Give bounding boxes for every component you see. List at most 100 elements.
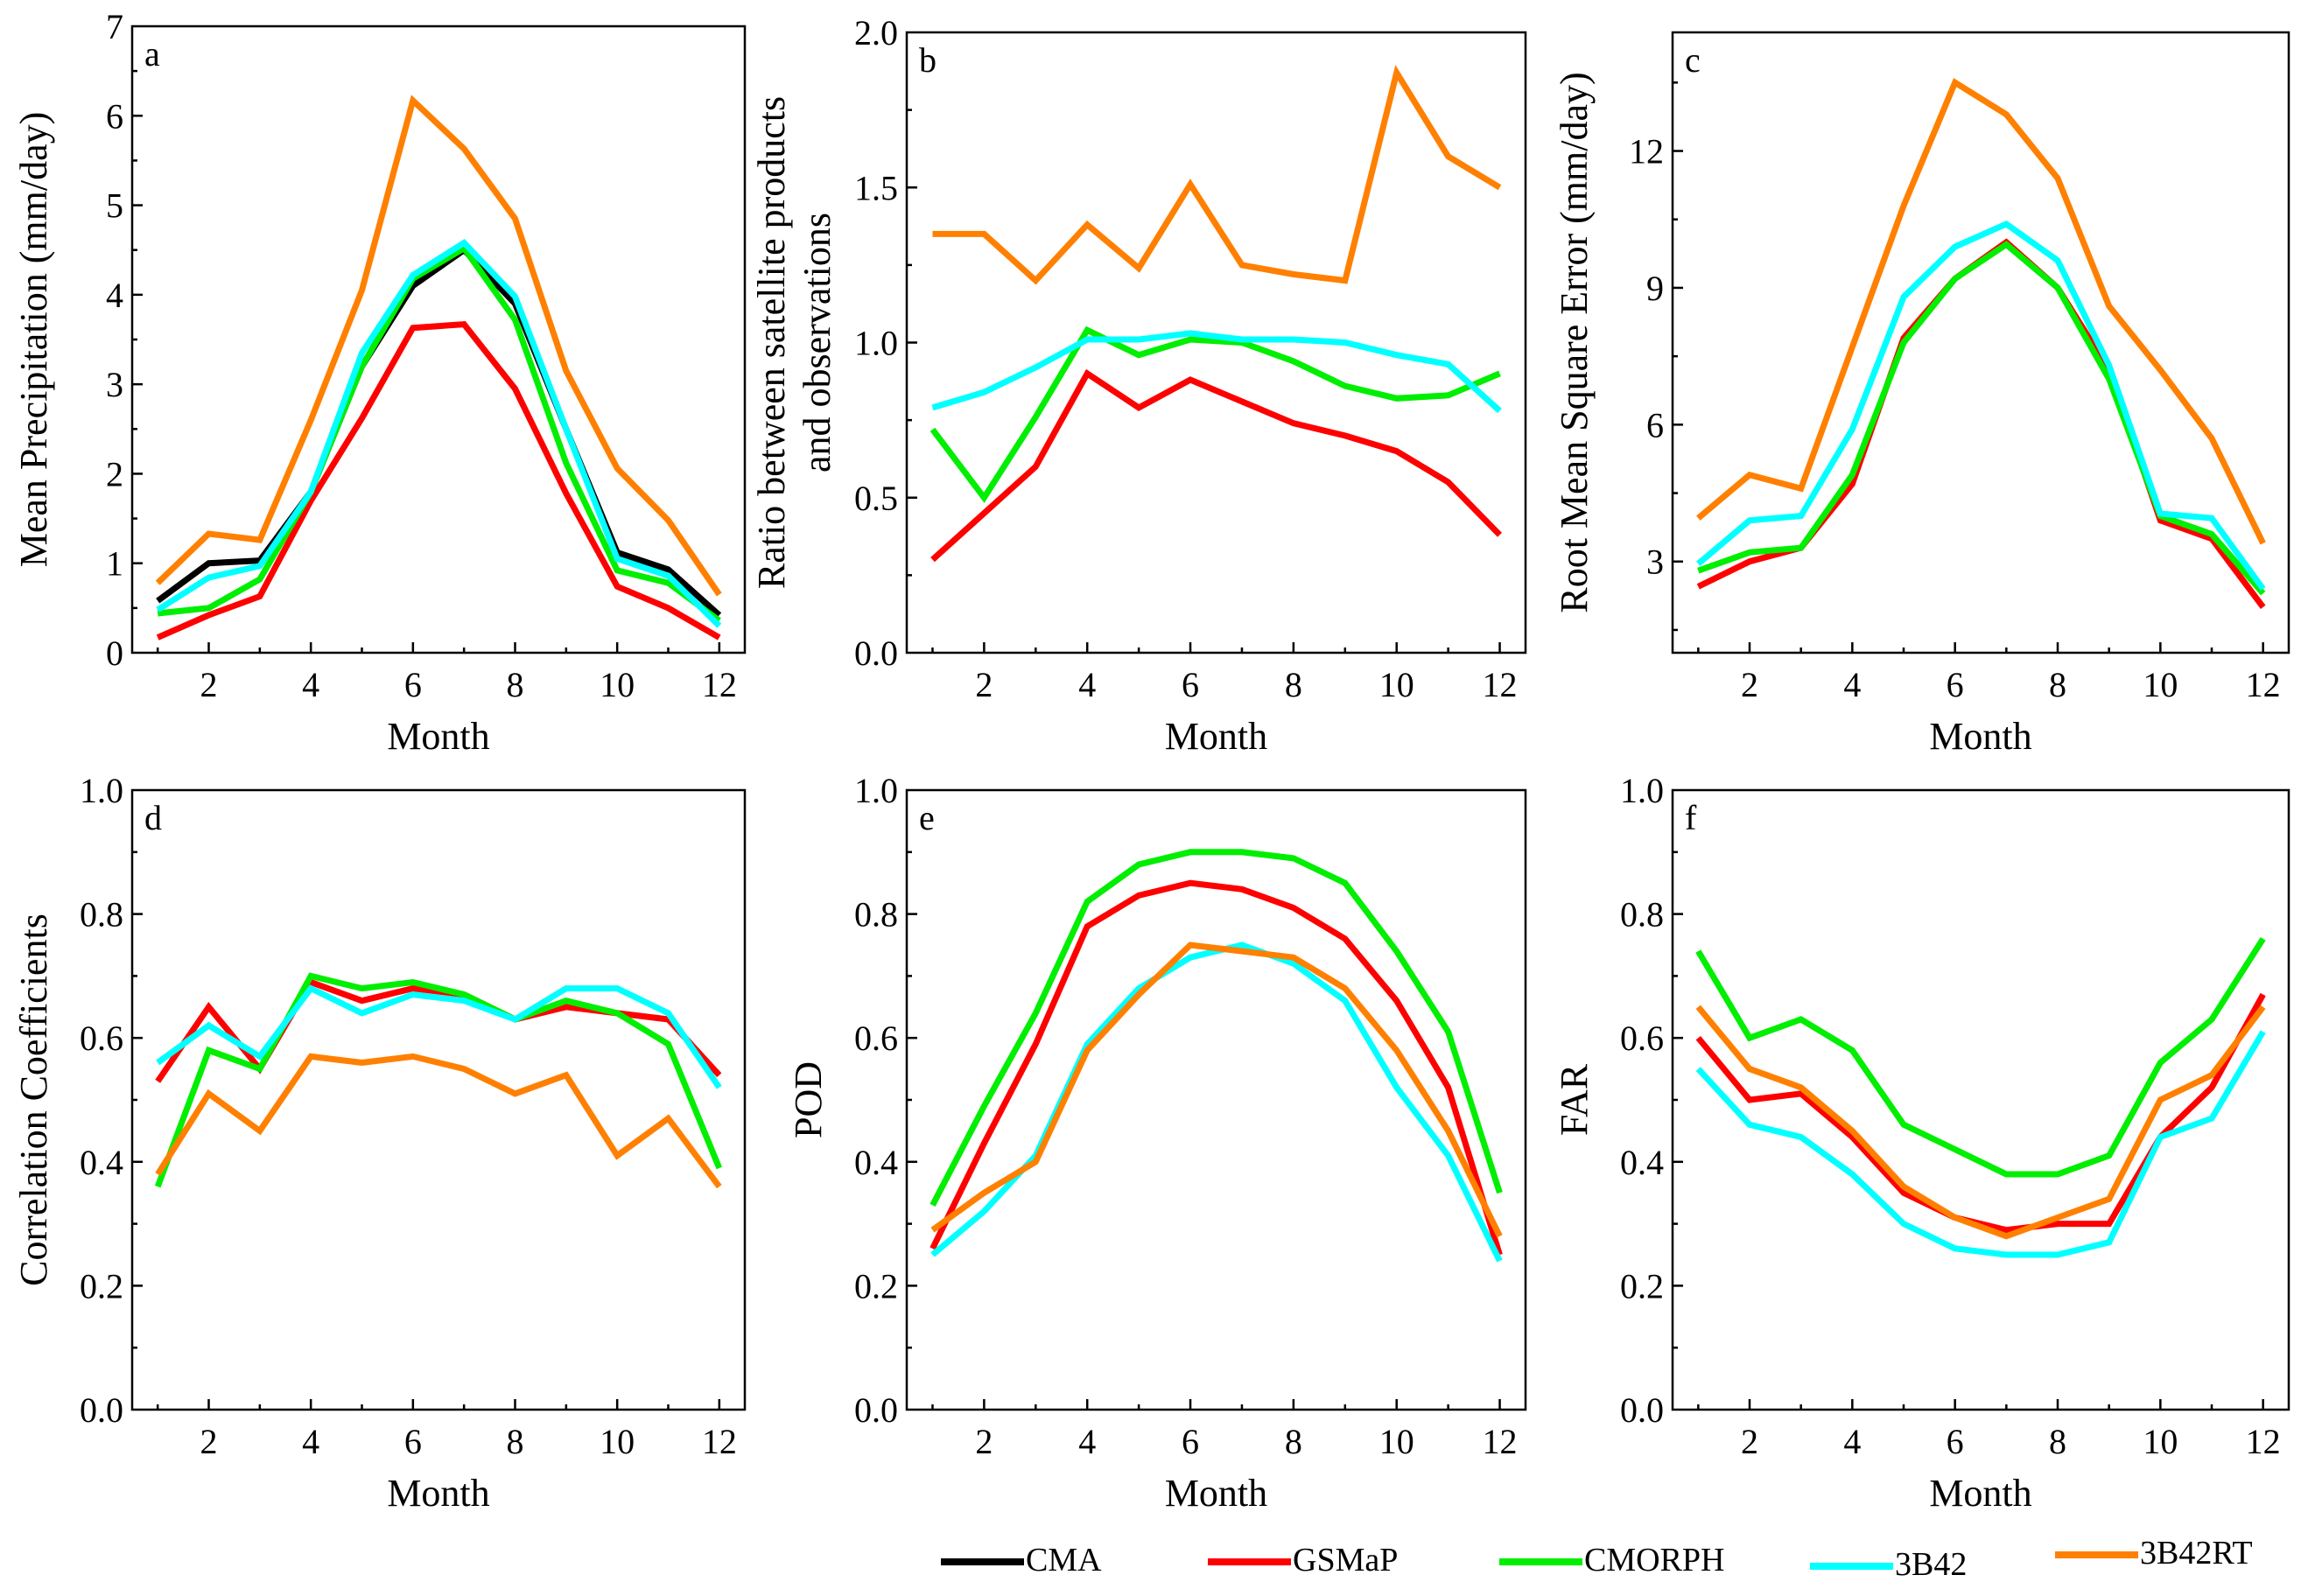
series-lines	[1695, 937, 2266, 1258]
x-tick-label: 12	[2246, 665, 2281, 704]
x-tick-label: 10	[2143, 665, 2178, 704]
y-tick-label: 2	[106, 454, 123, 494]
x-tick-label: 12	[702, 665, 737, 704]
series-line-3b42	[1696, 220, 2266, 592]
panel-letter: e	[919, 798, 935, 837]
y-tick-label: 1.0	[80, 771, 123, 810]
y-tick-label: 3	[1646, 542, 1664, 582]
series-line-gsmap	[1695, 992, 2266, 1234]
x-tick-label: 6	[1182, 665, 1199, 704]
series-line-cmorph	[1695, 937, 2266, 1178]
y-tick-label: 12	[1629, 132, 1664, 172]
x-tick-label: 6	[404, 1422, 422, 1461]
y-tick-label: 0.0	[854, 1390, 898, 1430]
y-tick-label: 1.0	[1620, 771, 1664, 810]
y-tick-label: 0.8	[854, 895, 898, 934]
x-axis-title: Month	[1929, 715, 2031, 758]
y-tick-label: 0.0	[80, 1390, 123, 1430]
y-tick-label: 0.0	[854, 634, 898, 673]
legend-item-cmorph: CMORPH	[1499, 1542, 1725, 1578]
y-tick-label: 7	[106, 7, 123, 46]
x-tick-label: 4	[1078, 665, 1096, 704]
y-axis-title: FAR	[1553, 1063, 1596, 1136]
x-axis: 2 4 6 8 10 12 Month	[156, 1399, 737, 1515]
y-tick-label: 0.6	[854, 1018, 898, 1058]
series-line-3b42	[1695, 1030, 2266, 1258]
series-line-cma	[156, 246, 722, 618]
x-axis: 2 4 6 8 10 12 Month	[931, 642, 1518, 758]
series-line-cmorph	[157, 244, 721, 624]
y-tick-label: 0.2	[80, 1266, 123, 1306]
y-tick-label: 0.6	[1620, 1018, 1664, 1058]
plot-frame	[1671, 31, 2290, 654]
x-tick-label: 6	[1182, 1422, 1199, 1461]
y-tick-label: 6	[1646, 405, 1664, 444]
plot-frame	[130, 24, 747, 654]
y-axis: 0.0 0.2 0.4 0.6 0.8 1.0 Correlation Coefficien…	[12, 771, 143, 1430]
x-tick-label: 8	[507, 1422, 524, 1461]
series-line-3b42	[156, 239, 722, 628]
x-tick-label: 4	[1843, 665, 1861, 704]
legend-label: CMA	[1026, 1542, 1102, 1578]
x-tick-label: 10	[600, 1422, 635, 1461]
x-axis: 2 4 6 8 10 12 Month	[156, 642, 737, 758]
x-axis: 2 4 6 8 10 12 Month	[1697, 642, 2281, 758]
x-axis: 2 4 6 8 10 12 Month	[931, 1399, 1518, 1515]
series-line-3b42rt	[930, 942, 1503, 1238]
plot-frame	[130, 788, 747, 1411]
x-tick-label: 10	[1379, 1422, 1414, 1461]
legend-label: GSMaP	[1293, 1542, 1398, 1578]
panel-e: 2 4 6 8 10 12 Month 0.0 0.2 0.4 0.6 0.8 1.0 POD e	[787, 771, 1527, 1515]
series-line-cmorph	[154, 972, 723, 1188]
series-line-3b42rt	[155, 94, 722, 597]
x-tick-label: 2	[975, 1422, 993, 1461]
x-tick-label: 8	[1285, 665, 1302, 704]
y-tick-label: 5	[106, 186, 123, 226]
y-tick-label: 9	[1646, 269, 1664, 308]
legend-item-3b42rt: 3B42RT	[2055, 1535, 2253, 1572]
x-tick-label: 2	[975, 665, 993, 704]
y-tick-label: 0.2	[1620, 1266, 1664, 1306]
plot-frame	[905, 788, 1527, 1411]
series-lines	[1696, 78, 2266, 610]
x-tick-label: 6	[1947, 1422, 1964, 1461]
x-axis: 2 4 6 8 10 12 Month	[1697, 1399, 2281, 1515]
x-tick-label: 4	[1078, 1422, 1096, 1461]
x-axis-title: Month	[387, 1472, 489, 1515]
y-axis-title: and observations	[796, 213, 838, 472]
legend-label: 3B42	[1895, 1546, 1967, 1583]
y-tick-label: 1	[106, 544, 123, 584]
series-line-cmorph	[930, 326, 1501, 503]
series-line-3b42	[931, 330, 1502, 414]
y-tick-label: 0.4	[1620, 1143, 1664, 1182]
x-tick-label: 4	[302, 1422, 319, 1461]
y-tick-label: 1.0	[854, 771, 898, 810]
x-tick-label: 2	[1741, 1422, 1758, 1461]
x-tick-label: 2	[200, 665, 218, 704]
panel-b: 2 4 6 8 10 12 Month 0.0 0.5 1.0 1.5 2.0 Ratio betwee…	[750, 13, 1527, 758]
series-line-gsmap	[930, 368, 1503, 563]
legend-label: CMORPH	[1584, 1542, 1725, 1578]
y-tick-label: 0.2	[854, 1266, 898, 1306]
panel-letter: f	[1685, 798, 1697, 837]
x-tick-label: 8	[2049, 1422, 2066, 1461]
y-tick-label: 0.8	[1620, 895, 1664, 934]
panel-letter: b	[919, 40, 937, 80]
series-line-cmorph	[1697, 241, 2266, 596]
x-axis-title: Month	[1165, 1472, 1267, 1515]
x-tick-label: 12	[1483, 1422, 1518, 1461]
x-tick-label: 10	[600, 665, 635, 704]
y-tick-label: 0.4	[80, 1143, 123, 1182]
series-line-3b42rt	[1696, 78, 2266, 545]
panel-d: 2 4 6 8 10 12 Month 0.0 0.2 0.4 0.6 0.8 1.0 Correlati…	[12, 771, 747, 1515]
x-tick-label: 6	[1947, 665, 1964, 704]
series-line-gsmap	[930, 879, 1503, 1256]
series-line-gsmap	[156, 320, 721, 640]
y-tick-label: 2.0	[854, 13, 898, 52]
x-tick-label: 12	[1483, 665, 1518, 704]
legend-item-3b42: 3B42	[1810, 1546, 1967, 1583]
y-axis-title: POD	[787, 1061, 830, 1138]
series-line-3b42rt	[155, 1053, 722, 1189]
y-tick-label: 1.5	[854, 168, 898, 207]
